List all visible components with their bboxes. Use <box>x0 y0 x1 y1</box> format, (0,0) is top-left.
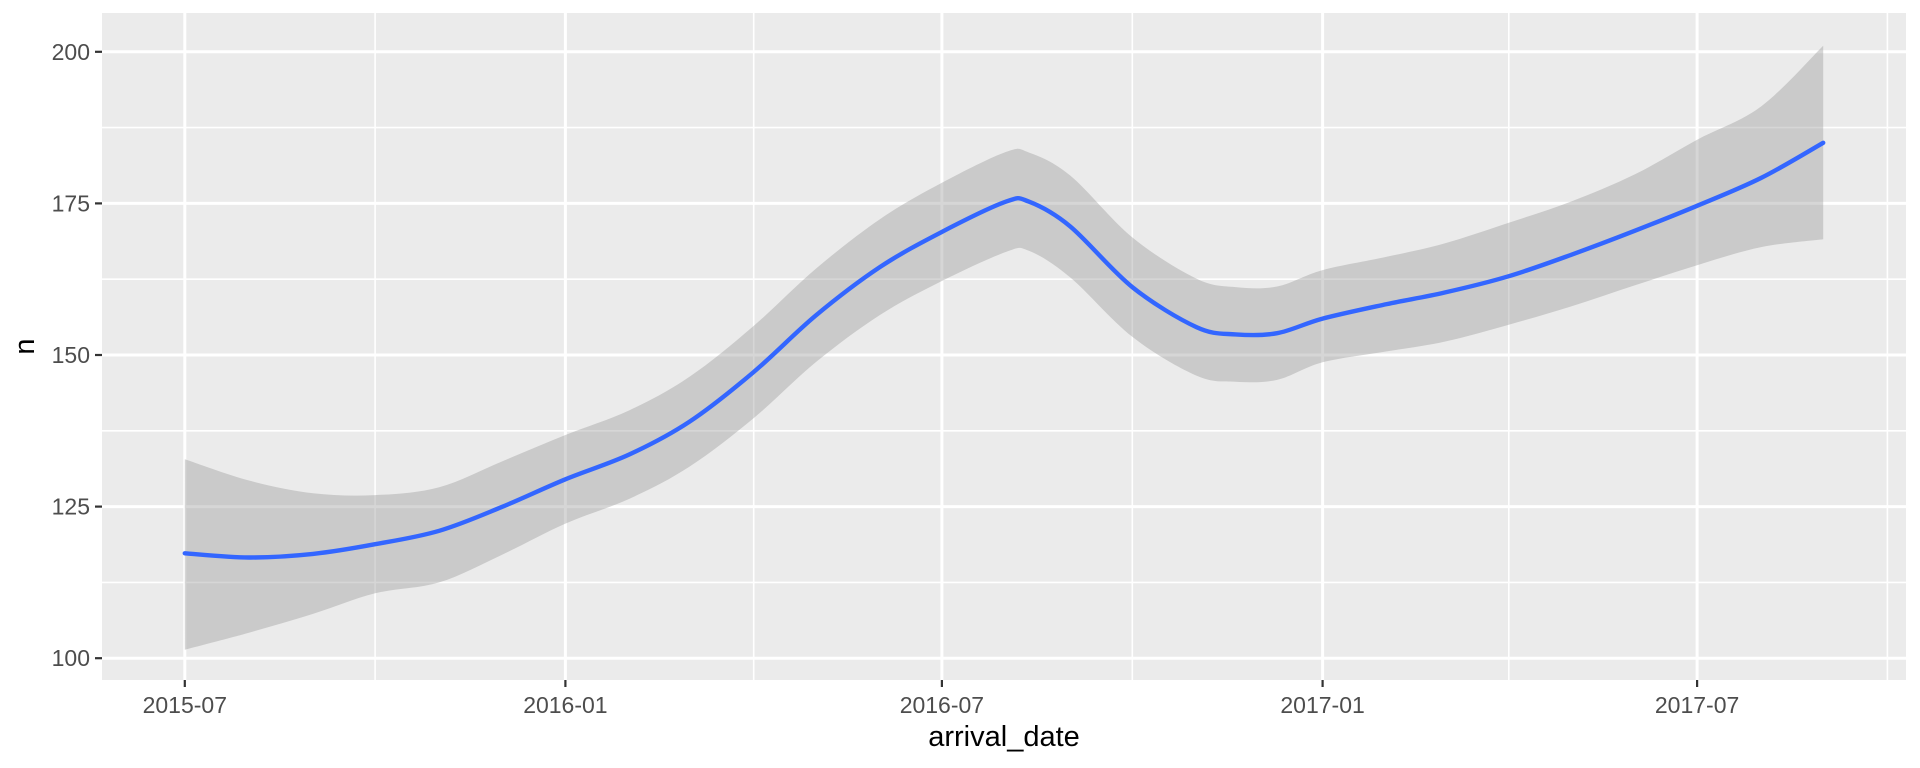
y-axis-title: n <box>9 338 41 354</box>
smooth-line <box>182 140 1826 560</box>
y-axis-tick-label: 150 <box>52 342 90 368</box>
x-axis-tick-label: 2016-01 <box>523 692 607 718</box>
x-axis-tick-label: 2015-07 <box>143 692 227 718</box>
y-axis-tick-label: 100 <box>52 645 90 671</box>
plot-panel <box>102 13 1906 680</box>
y-axis-tick-label: 200 <box>52 39 90 65</box>
x-axis-title: arrival_date <box>928 721 1080 753</box>
x-axis-tick-label: 2016-07 <box>900 692 984 718</box>
y-axis-tick-label: 125 <box>52 494 90 520</box>
x-axis-tick-label: 2017-01 <box>1280 692 1364 718</box>
confidence-ribbon <box>184 45 1824 650</box>
y-axis-tick-label: 175 <box>52 190 90 216</box>
x-axis-tick-label: 2017-07 <box>1655 692 1739 718</box>
